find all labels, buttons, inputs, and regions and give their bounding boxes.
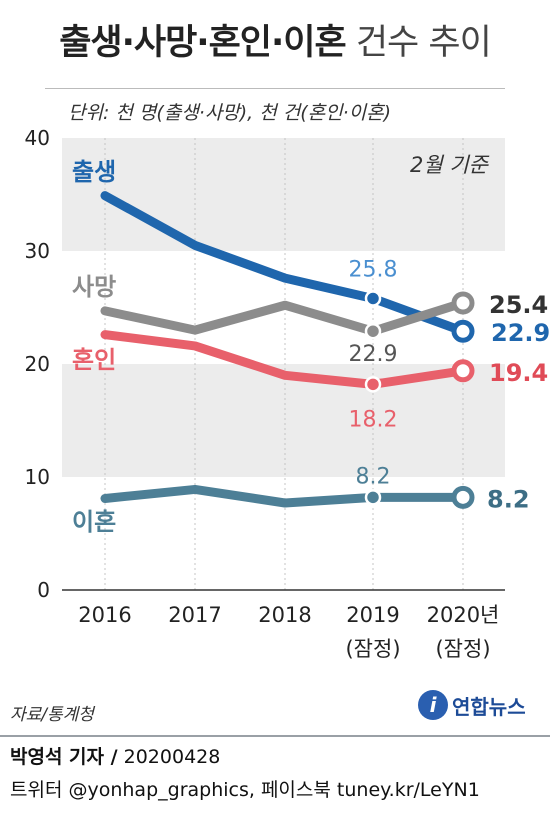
data-label: 19.4: [489, 359, 548, 387]
y-tick-label: 40: [25, 126, 50, 150]
x-tick-label: 2016: [78, 603, 131, 627]
series-line-3: [100, 484, 468, 508]
shaded-band-0: [62, 364, 505, 477]
data-label: 25.4: [489, 291, 548, 319]
data-point: [364, 489, 382, 506]
series-line-1: [100, 298, 468, 336]
data-point: [364, 290, 382, 307]
publish-date: 20200428: [123, 746, 221, 768]
y-tick-label: 0: [37, 578, 50, 602]
source-note: 자료/통계청: [10, 705, 94, 725]
data-label: 8.2: [487, 485, 530, 513]
data-point: [364, 376, 382, 393]
y-tick-label: 10: [25, 465, 50, 489]
x-tick-label: (잠정): [345, 637, 400, 661]
data-label: 22.9: [349, 342, 398, 367]
data-point: [451, 319, 475, 343]
line-chart: 0 10 20 30 40 2016 2017 2018 2019 (잠정) 2020년 (잠정) 2월…: [25, 126, 550, 661]
social-links: 트위터 @yonhap_graphics, 페이스북 tuney.kr/LeYN…: [10, 779, 480, 801]
data-point: [451, 485, 475, 509]
x-tick-label: 2019: [346, 603, 399, 627]
data-label: 8.2: [356, 464, 391, 489]
x-tick-label: 2018: [258, 603, 311, 627]
x-tick-label: 2017: [168, 603, 221, 627]
chart-title-main: 출생·사망·혼인·이혼: [59, 23, 346, 63]
reporter-line: 박영석 기자 / 20200428: [10, 742, 220, 769]
chart-title-sub: 건수 추이: [355, 23, 492, 63]
shaded-band-1: [62, 138, 505, 251]
basis-note: 2월 기준: [410, 153, 490, 177]
series-line-2: [100, 330, 468, 389]
chart-title: 출생·사망·혼인·이혼 건수 추이: [0, 14, 550, 65]
x-tick-label: 2020년: [427, 603, 500, 627]
unit-note: 단위: 천 명(출생·사망), 천 건(혼인·이혼): [68, 102, 392, 124]
data-label: 18.2: [349, 407, 398, 432]
yonhap-logo: i 연합뉴스: [418, 690, 526, 720]
data-label: 25.8: [349, 257, 398, 282]
title-divider: [45, 88, 505, 89]
reporter-name: 박영석 기자 /: [10, 746, 118, 768]
logo-mark-icon: i: [418, 690, 448, 720]
series-line-0: [100, 191, 468, 336]
series-name-label: 사망: [72, 273, 116, 301]
series-name-label: 이혼: [72, 508, 116, 536]
data-point: [364, 322, 382, 340]
y-tick-label: 20: [25, 352, 50, 376]
data-label: 22.9: [491, 319, 550, 347]
series-name-label: 출생: [72, 158, 116, 186]
footer-divider: [0, 735, 550, 737]
data-point: [451, 359, 475, 383]
data-point: [451, 291, 475, 315]
logo-text: 연합뉴스: [452, 694, 526, 719]
series-name-label: 혼인: [72, 346, 116, 374]
x-tick-label: (잠정): [435, 637, 490, 661]
y-tick-label: 30: [25, 239, 50, 263]
